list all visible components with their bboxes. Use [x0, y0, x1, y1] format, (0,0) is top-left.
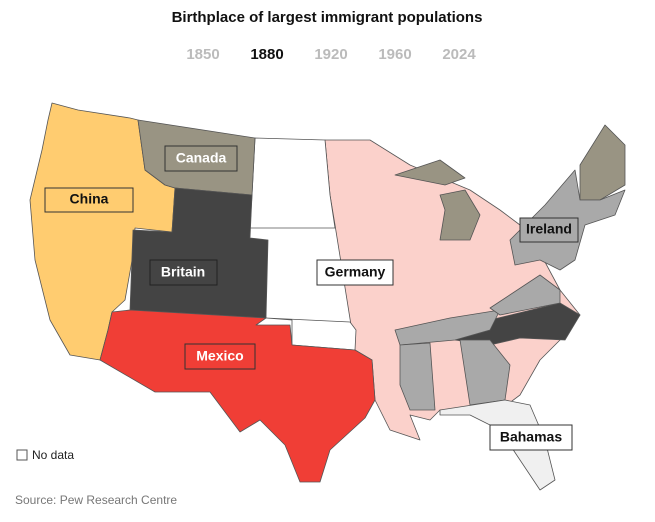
region-label: China — [70, 191, 109, 207]
region-label: Bahamas — [500, 429, 562, 445]
us-map — [29, 102, 626, 491]
year-tab[interactable]: 1880 — [250, 46, 283, 63]
region-label: Canada — [176, 150, 227, 166]
region-label: Britain — [161, 264, 205, 280]
region-canada — [579, 124, 626, 201]
year-tab[interactable]: 2024 — [442, 46, 476, 63]
label-box — [164, 145, 238, 172]
year-tabs: 1850 1880 1920 1960 2024 — [186, 46, 476, 63]
label-box — [149, 259, 218, 286]
legend-label: No data — [32, 448, 74, 462]
label-box — [316, 259, 394, 286]
title: Birthplace of largest immigrant populati… — [172, 9, 483, 26]
year-tab[interactable]: 1960 — [378, 46, 411, 63]
region-canada — [439, 189, 481, 241]
region-bahamas — [439, 399, 556, 491]
label-box — [489, 424, 573, 451]
region-label: Germany — [325, 264, 386, 280]
label-box — [184, 343, 256, 370]
label-box — [44, 187, 134, 213]
region-mexico — [99, 309, 376, 483]
label-box — [519, 217, 579, 243]
source: Source: Pew Research Centre — [15, 493, 177, 507]
region-ireland — [399, 342, 436, 411]
region-britain — [454, 302, 581, 346]
year-tab[interactable]: 1850 — [186, 46, 219, 63]
legend-swatch — [16, 449, 28, 461]
region-ireland — [489, 274, 561, 316]
region-label: Mexico — [196, 348, 243, 364]
year-tab[interactable]: 1920 — [314, 46, 347, 63]
region-no-data — [249, 137, 336, 229]
region-ireland — [459, 339, 511, 406]
region-canada — [394, 159, 466, 186]
region-label: Ireland — [526, 221, 572, 237]
region-labels: China Canada Britain Germany Mexico Irel… — [44, 145, 579, 451]
